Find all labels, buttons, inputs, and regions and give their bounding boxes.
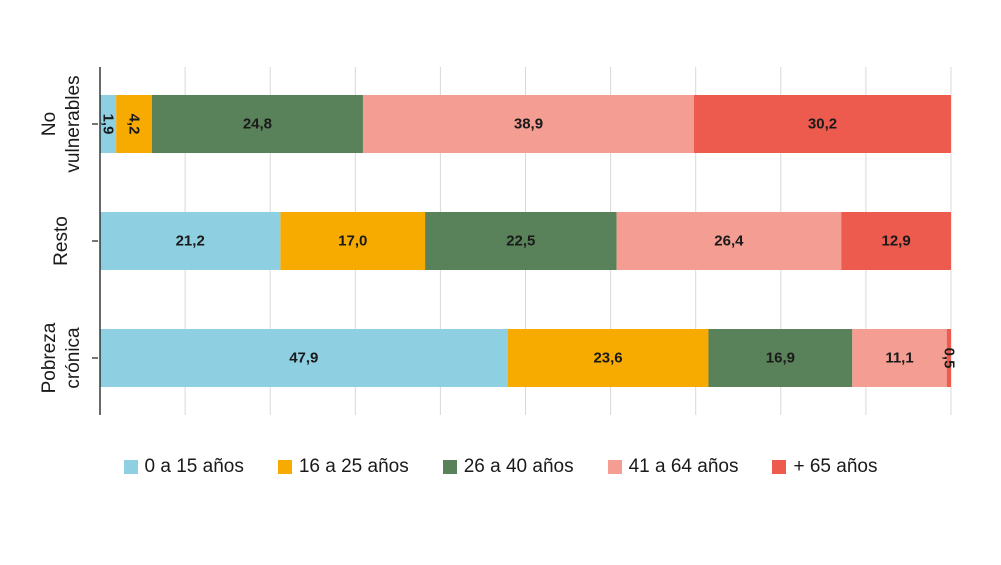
legend-swatch xyxy=(277,460,292,474)
legend-label: 16 a 25 años xyxy=(298,456,409,477)
category-label: No vulnerables xyxy=(39,75,84,172)
data-label: 0,5 xyxy=(940,348,957,369)
data-label: 22,5 xyxy=(506,233,535,250)
bar-segment xyxy=(100,212,281,270)
bar-segment xyxy=(852,329,947,387)
legend-label: + 65 años xyxy=(793,456,878,477)
legend-swatch xyxy=(123,460,138,474)
data-label: 47,9 xyxy=(289,350,318,367)
bar-segment xyxy=(708,329,853,387)
legend-item: 16 a 25 años xyxy=(277,456,409,478)
bar-segment xyxy=(507,329,709,387)
data-label: 12,9 xyxy=(882,233,911,250)
bar-segment xyxy=(425,212,617,270)
legend-item: 41 a 64 años xyxy=(607,456,739,478)
legend: 0 a 15 años 16 a 25 años 26 a 40 años 41 a … xyxy=(0,456,1001,478)
bar-segment xyxy=(280,212,426,270)
legend-swatch xyxy=(442,460,457,474)
data-label: 23,6 xyxy=(593,350,622,367)
data-label: 24,8 xyxy=(243,116,272,133)
bar-segment xyxy=(100,95,117,153)
data-label: 38,9 xyxy=(514,116,543,133)
category-label: Resto xyxy=(51,216,72,266)
stacked-bar-chart: 1,9 4,2 24,8 38,9 30,2 21,2 17,0 22,5 26,4 12,9 47… xyxy=(39,67,957,415)
legend-item: 0 a 15 años xyxy=(123,456,244,478)
data-label: 11,1 xyxy=(885,350,913,367)
category-labels: No vulnerables Resto Pobreza crónica xyxy=(39,75,84,393)
bar-segment xyxy=(151,95,363,153)
legend-item: 26 a 40 años xyxy=(442,456,574,478)
legend-label: 41 a 64 años xyxy=(628,456,739,477)
bar-segment xyxy=(946,329,951,387)
bar-segment xyxy=(362,95,694,153)
bars: 1,9 4,2 24,8 38,9 30,2 21,2 17,0 22,5 26,4 12,9 47… xyxy=(100,95,957,387)
data-label: 16,9 xyxy=(766,350,795,367)
legend-label: 0 a 15 años xyxy=(144,456,244,477)
bar-segment xyxy=(116,95,152,153)
legend-swatch xyxy=(772,460,787,474)
data-label: 26,4 xyxy=(714,233,744,250)
data-label: 17,0 xyxy=(338,233,367,250)
data-label: 21,2 xyxy=(176,233,205,250)
data-label: 30,2 xyxy=(808,116,837,133)
data-label: 1,9 xyxy=(100,114,117,135)
legend-item: + 65 años xyxy=(772,456,877,478)
category-label: Pobreza crónica xyxy=(39,322,84,393)
bar-segment xyxy=(693,95,951,153)
legend-label: 26 a 40 años xyxy=(463,456,574,477)
bar-segment xyxy=(841,212,951,270)
bar-segment xyxy=(616,212,842,270)
bar-segment xyxy=(100,329,508,387)
legend-swatch xyxy=(607,460,622,474)
y-axis xyxy=(92,67,101,415)
data-label: 4,2 xyxy=(126,114,143,135)
